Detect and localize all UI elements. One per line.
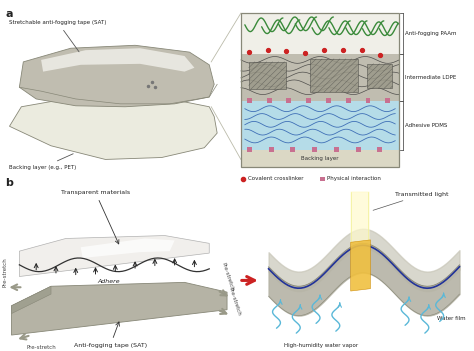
Bar [241, 54, 399, 101]
Bar [377, 147, 383, 152]
Polygon shape [19, 236, 209, 277]
Text: Intermediate LDPE: Intermediate LDPE [405, 75, 456, 80]
Text: High-humidity water vapor: High-humidity water vapor [284, 343, 358, 348]
Polygon shape [9, 97, 217, 159]
Text: Backing layer: Backing layer [301, 156, 339, 161]
Text: Pre-stretch: Pre-stretch [2, 258, 7, 287]
Bar [241, 150, 399, 167]
Polygon shape [81, 238, 174, 258]
Bar [269, 147, 273, 152]
Bar [291, 147, 295, 152]
Polygon shape [41, 48, 194, 72]
Bar [249, 62, 286, 89]
Bar [326, 98, 331, 103]
Bar [312, 147, 317, 152]
Text: Backing layer (e.g., PET): Backing layer (e.g., PET) [9, 154, 77, 170]
Text: Anti-fogging tape (SAT): Anti-fogging tape (SAT) [74, 322, 147, 348]
Text: b: b [6, 178, 13, 188]
Polygon shape [19, 45, 214, 107]
Bar [320, 177, 325, 181]
Text: Pre-stretch: Pre-stretch [220, 261, 234, 291]
Bar [247, 147, 252, 152]
Bar [334, 147, 339, 152]
Bar [356, 147, 361, 152]
Text: Adhesive PDMS: Adhesive PDMS [405, 123, 447, 128]
Text: Transmitted light: Transmitted light [373, 192, 449, 210]
Bar [385, 98, 390, 103]
Text: a: a [6, 9, 13, 19]
Bar [286, 98, 292, 103]
Text: Stretchable anti-fogging tape (SAT): Stretchable anti-fogging tape (SAT) [9, 20, 107, 52]
Text: Anti-fogging PAAm: Anti-fogging PAAm [405, 31, 456, 36]
Text: Adhere: Adhere [97, 279, 120, 284]
Text: Pre-stretch: Pre-stretch [26, 345, 56, 350]
Bar [346, 98, 351, 103]
Polygon shape [11, 282, 227, 335]
Text: Water film: Water film [437, 316, 465, 321]
Bar [306, 98, 311, 103]
Text: Pre-stretch: Pre-stretch [227, 287, 241, 317]
Bar [310, 59, 357, 92]
Text: Physical interaction: Physical interaction [327, 177, 381, 181]
Bar [241, 101, 399, 150]
Bar [241, 13, 399, 167]
Bar [367, 64, 392, 88]
Bar [365, 98, 371, 103]
Text: Covalent crosslinker: Covalent crosslinker [248, 177, 303, 181]
Bar [241, 13, 399, 54]
Polygon shape [11, 286, 51, 313]
Polygon shape [351, 240, 371, 291]
Bar [247, 98, 252, 103]
Bar [266, 98, 272, 103]
Text: Transparent materials: Transparent materials [61, 190, 130, 244]
